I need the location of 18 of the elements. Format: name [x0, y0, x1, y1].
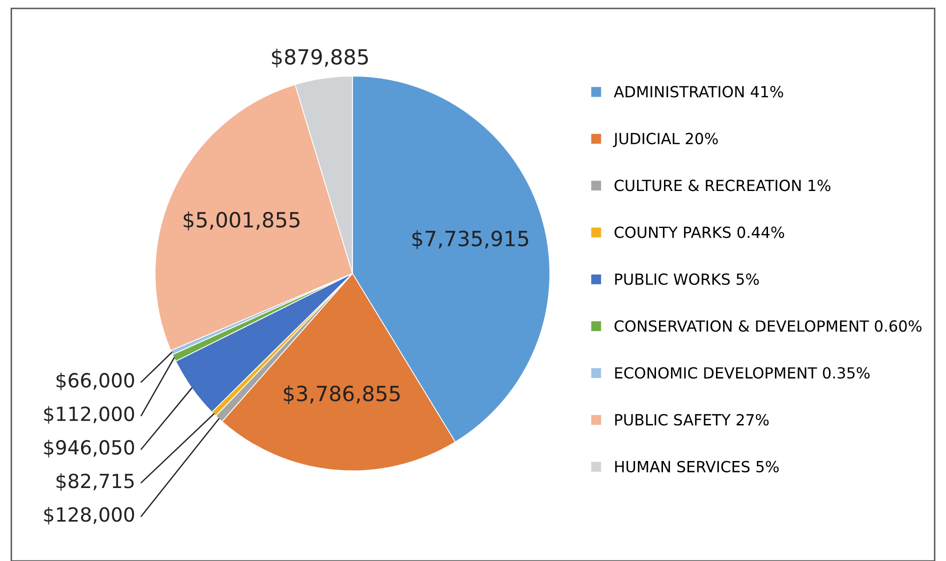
data-label: $128,000 [44, 506, 134, 524]
data-label: $82,715 [56, 473, 134, 491]
legend-label: HUMAN SERVICES 5% [615, 460, 779, 472]
legend-label: CULTURE & RECREATION 1% [614, 180, 830, 192]
data-label: $7,735,915 [412, 230, 528, 250]
data-label: $112,000 [44, 406, 134, 424]
legend-label: JUDICIAL 20% [612, 132, 718, 148]
data-label: $879,885 [272, 48, 368, 68]
data-label: $5,001,855 [184, 212, 300, 230]
data-label: $946,050 [44, 440, 134, 458]
data-label: $3,786,855 [284, 385, 400, 404]
data-label: $66,000 [56, 372, 134, 390]
legend-label: CONSERVATION & DEVELOPMENT 0.60% [614, 320, 922, 332]
legend-label: ADMINISTRATION 41% [614, 86, 784, 98]
legend-label: PUBLIC SAFETY 27% [615, 414, 769, 426]
legend-label: ECONOMIC DEVELOPMENT 0.35% [615, 367, 870, 379]
legend-label: COUNTY PARKS 0.44% [614, 226, 784, 238]
legend-label: PUBLIC WORKS 5% [615, 273, 759, 285]
